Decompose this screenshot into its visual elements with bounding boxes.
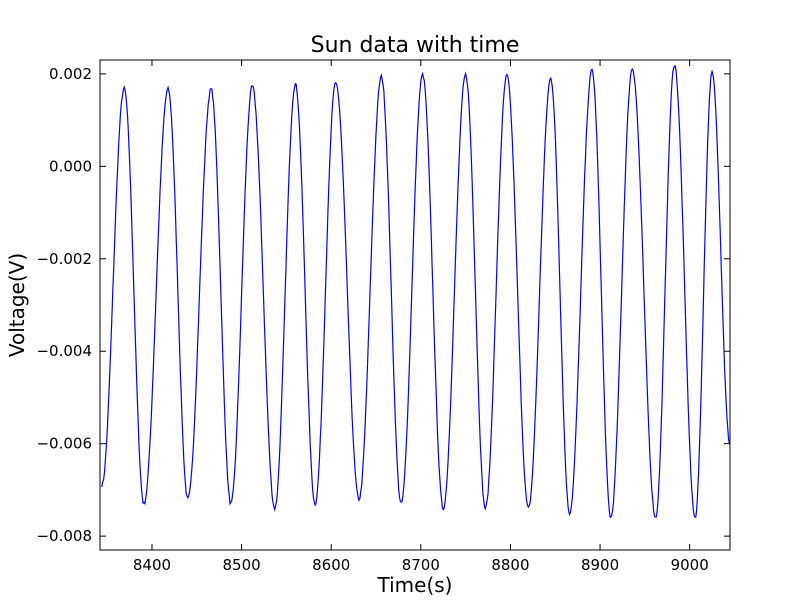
x-axis: 8400 8500 8600 8700 8800 8900 9000 — [133, 60, 709, 574]
x-tick-label: 9000 — [671, 556, 709, 574]
y-axis: 0.002 0.000 −0.002 −0.004 −0.006 −0.008 — [36, 65, 730, 545]
x-tick-label: 8800 — [491, 556, 529, 574]
series-line — [101, 65, 730, 518]
y-tick-label: 0.000 — [49, 157, 92, 175]
x-tick-label: 8900 — [581, 556, 619, 574]
plot-area — [100, 60, 730, 550]
y-tick-label: −0.008 — [36, 527, 92, 545]
plot-line-layer — [101, 65, 730, 518]
x-axis-label: Time(s) — [377, 573, 453, 597]
y-tick-label: −0.006 — [36, 435, 92, 453]
x-tick-label: 8600 — [312, 556, 350, 574]
y-tick-label: −0.002 — [36, 250, 92, 268]
plot-frame — [99, 59, 731, 551]
y-axis-label: Voltage(V) — [5, 253, 29, 357]
y-tick-label: 0.002 — [49, 65, 92, 83]
chart-title: Sun data with time — [311, 33, 520, 58]
x-tick-label: 8500 — [222, 556, 260, 574]
x-tick-label: 8400 — [133, 556, 171, 574]
x-tick-label: 8700 — [402, 556, 440, 574]
y-tick-label: −0.004 — [36, 342, 92, 360]
